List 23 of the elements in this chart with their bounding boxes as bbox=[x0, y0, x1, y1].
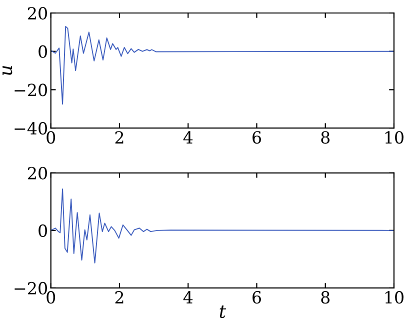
x-tick-label: 6 bbox=[252, 291, 261, 304]
y-tick-label: 0 bbox=[38, 45, 47, 58]
x-tick-label: 10 bbox=[385, 291, 404, 304]
x-axis-title: t bbox=[220, 306, 226, 318]
y-tick-label: 0 bbox=[38, 224, 47, 237]
x-tick-label: 10 bbox=[385, 131, 404, 144]
y-axis-title: u bbox=[2, 66, 12, 76]
x-tick-label: 2 bbox=[115, 131, 124, 144]
y-tick-label: −40 bbox=[14, 122, 47, 135]
line-series bbox=[50, 26, 394, 105]
x-tick-label: 0 bbox=[46, 131, 56, 144]
x-tick-label: 4 bbox=[183, 291, 193, 304]
x-tick-label: 6 bbox=[252, 131, 261, 144]
y-tick-label: 20 bbox=[28, 166, 47, 180]
y-tick-label: −20 bbox=[14, 282, 47, 295]
x-tick-label: 2 bbox=[115, 291, 124, 304]
x-tick-label: 4 bbox=[183, 131, 193, 144]
line-series bbox=[50, 188, 394, 264]
y-tick-label: 20 bbox=[28, 6, 47, 20]
x-tick-label: 8 bbox=[321, 291, 330, 304]
y-tick-label: −20 bbox=[14, 84, 47, 96]
x-tick-label: 8 bbox=[321, 131, 330, 144]
x-tick-label: 0 bbox=[46, 291, 56, 304]
